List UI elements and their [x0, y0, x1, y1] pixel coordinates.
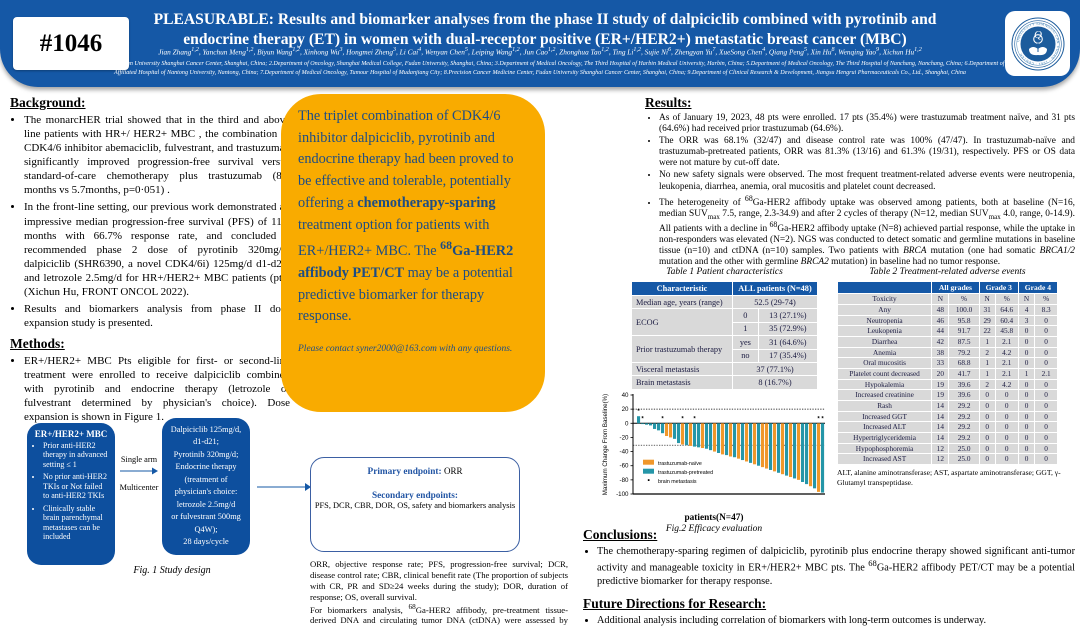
svg-text:trastuzumab-pretreated: trastuzumab-pretreated [658, 470, 713, 476]
svg-text:0: 0 [625, 420, 629, 427]
svg-text:-80: -80 [620, 477, 630, 484]
svg-text:20: 20 [622, 406, 629, 413]
svg-text:*: * [821, 416, 824, 422]
svg-text:*: * [817, 416, 820, 422]
svg-text:-40: -40 [620, 449, 630, 456]
svg-text:40: 40 [622, 392, 629, 399]
svg-text:*: * [681, 416, 684, 422]
svg-text:*: * [693, 416, 696, 422]
svg-text:*: * [661, 416, 664, 422]
svg-text:·: · [647, 473, 651, 487]
svg-text:trastuzumab-naïve: trastuzumab-naïve [658, 461, 702, 467]
svg-text:*: * [637, 409, 640, 415]
svg-text:brain metastasis: brain metastasis [658, 479, 697, 485]
svg-text:-100: -100 [616, 491, 629, 498]
svg-text:*: * [641, 416, 644, 422]
svg-text:-60: -60 [620, 463, 630, 470]
svg-text:-20: -20 [620, 434, 630, 441]
svg-text:Maximum Change From Baseline(%: Maximum Change From Baseline(%) [602, 394, 609, 495]
